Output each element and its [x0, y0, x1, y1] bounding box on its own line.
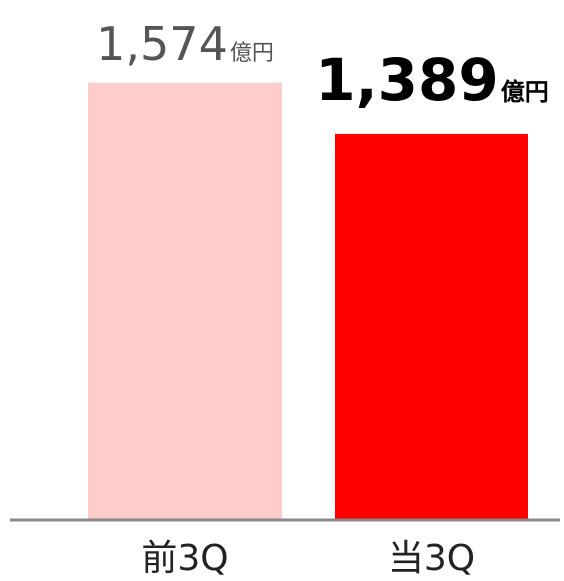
x-tick-label: 前3Q: [141, 538, 228, 579]
value-number: 1,574: [96, 17, 228, 71]
x-tick-label: 当3Q: [388, 538, 475, 579]
value-label: 1,574億円: [96, 17, 274, 71]
bar: [88, 82, 282, 519]
value-label: 1,389億円: [315, 46, 548, 114]
value-unit: 億円: [501, 78, 549, 106]
value-unit: 億円: [230, 41, 274, 66]
bar: [335, 133, 528, 519]
value-number: 1,389: [315, 46, 498, 114]
